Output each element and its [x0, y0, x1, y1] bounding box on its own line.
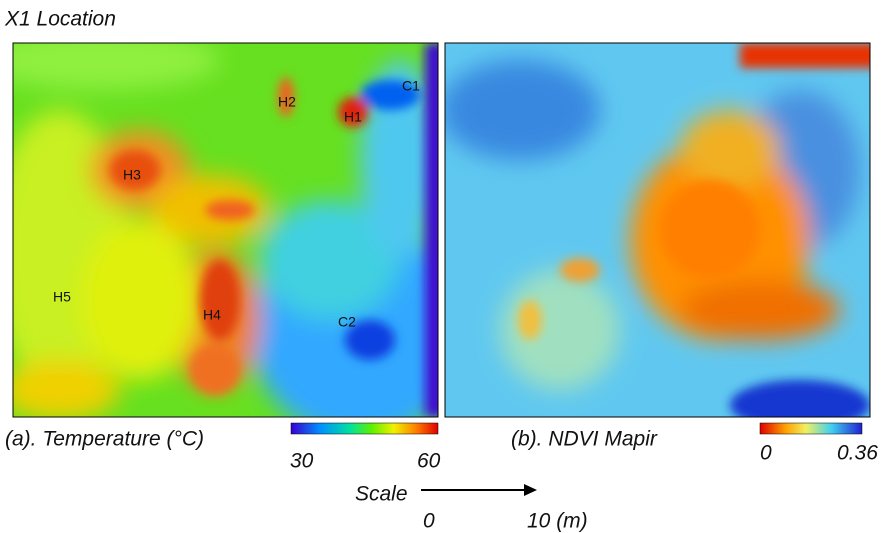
label: C2 — [338, 314, 356, 330]
caption: (a). Temperature (°C) — [5, 428, 204, 451]
colorbar-label: 0 — [760, 442, 772, 465]
scale-label: 0 — [423, 510, 435, 533]
title: X1 Location — [4, 8, 116, 31]
scale-label: 10 (m) — [527, 510, 588, 533]
frame — [444, 42, 871, 418]
temperature-map — [13, 43, 438, 417]
colorbar-label: 60 — [417, 450, 441, 473]
frame — [12, 42, 439, 418]
label: H2 — [278, 94, 296, 110]
colorbar-label: 30 — [290, 450, 314, 473]
label: H3 — [123, 167, 141, 183]
ndvi-map — [445, 43, 870, 417]
colorbar — [290, 422, 439, 435]
label: H1 — [344, 109, 362, 125]
label: H4 — [203, 307, 221, 323]
scale-title: Scale — [355, 483, 408, 506]
caption: (b). NDVI Mapir — [511, 428, 658, 451]
arrow-head — [524, 484, 537, 496]
label: H5 — [53, 289, 71, 305]
colorbar-label: 0.36 — [837, 442, 878, 465]
label: C1 — [402, 78, 420, 94]
colorbar — [759, 422, 863, 435]
